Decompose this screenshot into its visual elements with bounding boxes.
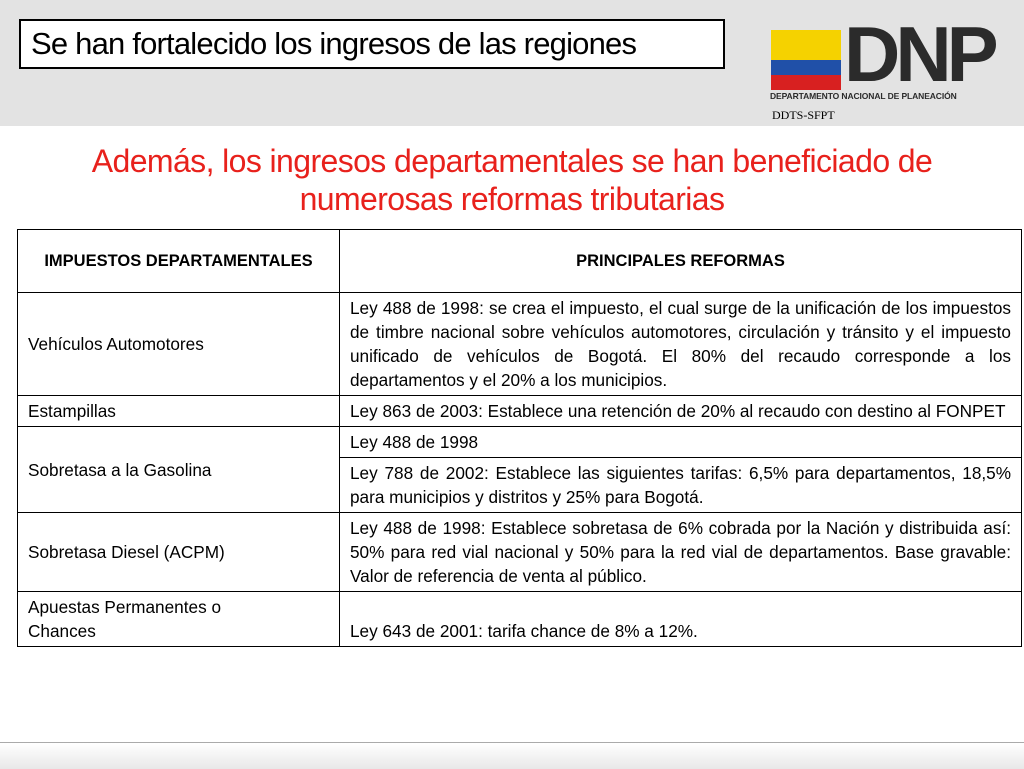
table-row: Estampillas Ley 863 de 2003: Establece u…: [17, 395, 1022, 427]
header-reforms: PRINCIPALES REFORMAS: [339, 229, 1022, 293]
slide-subtitle: Además, los ingresos departamentales se …: [91, 143, 933, 217]
logo-subtitle: DEPARTAMENTO NACIONAL DE PLANEACIÓN: [770, 91, 957, 101]
reform-cell: Ley 488 de 1998: se crea el impuesto, el…: [339, 292, 1022, 396]
tax-cell: Apuestas Permanentes o Chances: [17, 591, 340, 647]
table-row: Ley 788 de 2002: Establece las siguiente…: [18, 457, 1022, 513]
reform-cell: Ley 488 de 1998: [339, 426, 1022, 458]
tax-cell: Estampillas: [17, 395, 340, 427]
header-taxes: IMPUESTOS DEPARTAMENTALES: [17, 229, 340, 293]
reform-cell: Ley 488 de 1998: Establece sobretasa de …: [339, 512, 1022, 592]
reform-cell: Ley 788 de 2002: Establece las siguiente…: [339, 457, 1022, 513]
unit-tag: DDTS-SFPT: [772, 108, 835, 122]
dnp-logo: DNP DEPARTAMENTO NACIONAL DE PLANEACIÓN: [768, 14, 1014, 114]
tax-cell: Sobretasa Diesel (ACPM): [17, 512, 340, 592]
tax-cell: Sobretasa a la Gasolina: [17, 426, 340, 513]
tax-cell: Vehículos Automotores: [17, 292, 340, 396]
table-row: Apuestas Permanentes o Chances Ley 643 d…: [17, 591, 1022, 647]
table-row: Sobretasa a la Gasolina Ley 488 de 1998: [17, 426, 1022, 513]
colombia-flag-icon: [771, 30, 841, 90]
reform-cell: Ley 863 de 2003: Establece una retención…: [339, 395, 1022, 427]
table-row: Vehículos Automotores Ley 488 de 1998: s…: [17, 292, 1022, 396]
table-header-row: IMPUESTOS DEPARTAMENTALES PRINCIPALES RE…: [17, 229, 1022, 293]
reforms-table: IMPUESTOS DEPARTAMENTALES PRINCIPALES RE…: [17, 229, 1022, 647]
bottom-rule: [0, 742, 1024, 769]
table-row: Sobretasa Diesel (ACPM) Ley 488 de 1998:…: [17, 512, 1022, 592]
logo-word: DNP: [844, 10, 999, 98]
reform-cell: Ley 643 de 2001: tarifa chance de 8% a 1…: [339, 591, 1022, 647]
page-title: Se han fortalecido los ingresos de las r…: [19, 19, 725, 69]
